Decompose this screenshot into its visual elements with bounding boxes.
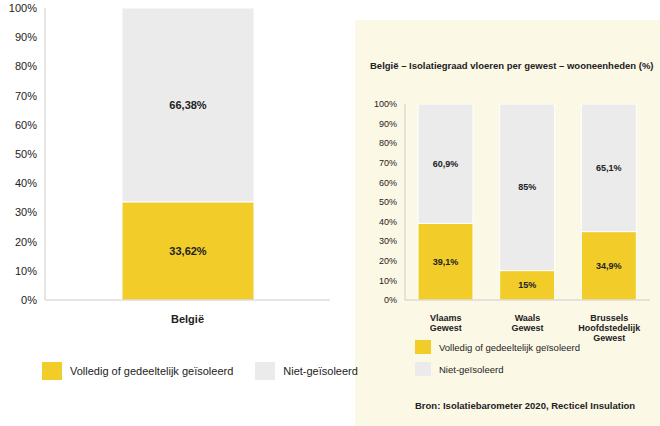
- html-text:België – Isolatiegraad vloeren: België – Isolatiegraad vloeren per gewes…: [370, 60, 654, 71]
- html-text:Bron: Isolatiebarometer 2020,: Bron: Isolatiebarometer 2020, Recticel I…: [415, 400, 636, 411]
- svg-text:66,38%: 66,38%: [169, 99, 207, 111]
- svg-text:30%: 30%: [379, 236, 397, 246]
- svg-text:60%: 60%: [379, 178, 397, 188]
- svg-text:39,1%: 39,1%: [433, 257, 459, 267]
- svg-text:15%: 15%: [518, 280, 536, 290]
- svg-text:100%: 100%: [9, 2, 37, 14]
- svg-text:34,9%: 34,9%: [596, 261, 622, 271]
- svg-text:50%: 50%: [379, 197, 397, 207]
- svg-text:VlaamsGewest: VlaamsGewest: [430, 313, 462, 333]
- svg-text:60%: 60%: [15, 119, 37, 131]
- svg-text:50%: 50%: [15, 148, 37, 160]
- svg-text:65,1%: 65,1%: [596, 163, 622, 173]
- svg-text:90%: 90%: [379, 119, 397, 129]
- svg-text:80%: 80%: [379, 138, 397, 148]
- svg-text:33,62%: 33,62%: [169, 245, 207, 257]
- svg-text:80%: 80%: [15, 60, 37, 72]
- svg-text:BrusselsHoofdstedelijkGewest: BrusselsHoofdstedelijkGewest: [578, 313, 641, 343]
- svg-text:90%: 90%: [15, 31, 37, 43]
- svg-text:85%: 85%: [518, 182, 536, 192]
- svg-text:60,9%: 60,9%: [433, 159, 459, 169]
- svg-text:België: België: [171, 313, 204, 325]
- html-text:Niet-geïsoleerd: Niet-geïsoleerd: [439, 363, 504, 375]
- svg-text:20%: 20%: [15, 236, 37, 248]
- svg-text:30%: 30%: [15, 206, 37, 218]
- html-text:Volledig of gedeeltelijk geïso: Volledig of gedeeltelijk geïsoleerd: [439, 341, 580, 353]
- svg-text:70%: 70%: [379, 158, 397, 168]
- svg-text:0%: 0%: [384, 295, 397, 305]
- svg-text:10%: 10%: [15, 265, 37, 277]
- svg-text:100%: 100%: [374, 99, 397, 109]
- svg-text:40%: 40%: [379, 217, 397, 227]
- svg-text:70%: 70%: [15, 90, 37, 102]
- svg-text:WaalsGewest: WaalsGewest: [511, 313, 543, 333]
- html-text:Niet-geïsoleerd: Niet-geïsoleerd: [283, 365, 358, 377]
- html-text:Volledig of gedeeltelijk geïso: Volledig of gedeeltelijk geïsoleerd: [70, 365, 234, 377]
- svg-text:20%: 20%: [379, 256, 397, 266]
- svg-text:10%: 10%: [379, 276, 397, 286]
- svg-text:40%: 40%: [15, 177, 37, 189]
- svg-text:0%: 0%: [21, 294, 37, 306]
